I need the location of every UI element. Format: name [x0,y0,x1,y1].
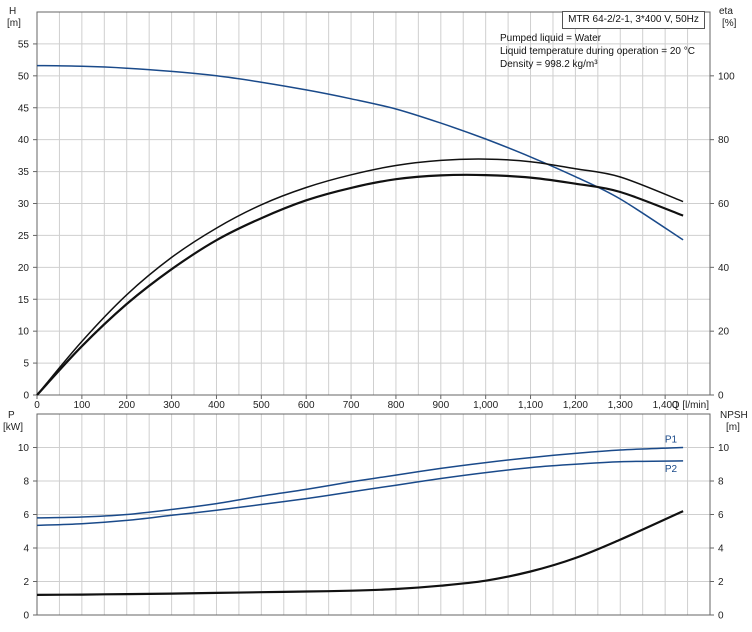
top-panel-y-left-tick-label: 30 [18,199,30,210]
top-panel-y-left-tick-label: 10 [18,327,30,338]
top-panel-series-1-line [36,173,684,396]
top-panel-y-left-tick-label: 35 [18,167,30,178]
bottom-panel-y-left-label: P [8,410,15,421]
bottom-panel-y-right-tick-label: 8 [718,477,724,488]
top-panel-y-right-label: eta [719,6,733,17]
x-tick-label: 300 [163,400,180,411]
bottom-panel-y-left-tick-label: 0 [23,611,29,622]
x-tick-label: 800 [388,400,405,411]
x-tick-label: 700 [343,400,360,411]
top-panel-y-left-tick-label: 55 [18,39,30,50]
top-panel-y-left-unit: [m] [7,18,21,29]
x-tick-label: 1,300 [608,400,633,411]
x-tick-label: 400 [208,400,225,411]
bottom-panel-y-left-tick-label: 4 [23,544,29,555]
top-panel-series-2-line [36,158,684,396]
top-panel-y-right-tick-label: 0 [718,391,724,402]
top-panel-y-right-tick-label: 60 [718,199,730,210]
bottom-panel-y-left-tick-label: 6 [23,510,29,521]
bottom-panel-y-right-tick-label: 6 [718,510,724,521]
bottom-panel-y-left-tick-label: 8 [23,477,29,488]
bottom-panel-y-right-tick-label: 0 [718,611,724,622]
top-panel-y-right-tick-label: 80 [718,135,730,146]
top-panel-y-left-tick-label: 25 [18,231,30,242]
bottom-panel-y-left-unit: [kW] [3,422,23,433]
liquid-temperature-label: Liquid temperature during operation = 20… [500,46,695,57]
pumped-liquid-label: Pumped liquid = Water [500,33,602,44]
top-panel-y-left-tick-label: 50 [18,71,30,82]
top-panel-y-right-tick-label: 20 [718,327,730,338]
top-panel-y-left-label: H [9,6,16,17]
x-tick-label: 500 [253,400,270,411]
x-tick-label: 200 [118,400,135,411]
top-panel-y-right-tick-label: 100 [718,71,735,82]
top-panel-series-0-line [36,64,684,241]
x-tick-label: 1,100 [518,400,543,411]
bottom-panel-series-2-line [36,510,684,596]
bottom-panel-y-right-tick-label: 2 [718,577,724,588]
top-panel-y-right-tick-label: 40 [718,263,730,274]
x-axis-label: Q [l/min] [672,400,709,411]
top-panel-y-left-tick-label: 40 [18,135,30,146]
bottom-panel-y-right-label: NPSH [720,410,748,421]
bottom-panel-y-left-tick-label: 2 [23,577,29,588]
top-panel-y-left-tick-label: 0 [23,391,29,402]
x-tick-label: 100 [74,400,91,411]
bottom-panel-series-label-p1: P1 [665,435,678,446]
top-panel-y-left-tick-label: 45 [18,103,30,114]
bottom-panel-series-1-line [36,460,684,527]
x-tick-label: 900 [432,400,449,411]
x-tick-label: 1,200 [563,400,588,411]
x-tick-label: 1,000 [473,400,498,411]
top-panel-y-left-tick-label: 15 [18,295,30,306]
x-tick-label: 1,400 [653,400,678,411]
top-panel-y-left-tick-label: 5 [23,359,29,370]
pump-title: MTR 64-2/2-1, 3*400 V, 50Hz [562,11,705,29]
top-panel-y-left-tick-label: 20 [18,263,30,274]
bottom-panel-series-label-p2: P2 [665,464,678,475]
bottom-panel-y-right-tick-label: 10 [718,443,730,454]
bottom-panel-y-left-tick-label: 10 [18,443,30,454]
bottom-panel-series-0-line [36,446,684,519]
x-tick-label: 0 [34,400,40,411]
top-panel-y-right-unit: [%] [722,18,737,29]
bottom-panel-y-right-tick-label: 4 [718,544,724,555]
bottom-panel-y-right-unit: [m] [726,422,740,433]
x-tick-label: 600 [298,400,315,411]
density-label: Density = 998.2 kg/m³ [500,59,598,70]
